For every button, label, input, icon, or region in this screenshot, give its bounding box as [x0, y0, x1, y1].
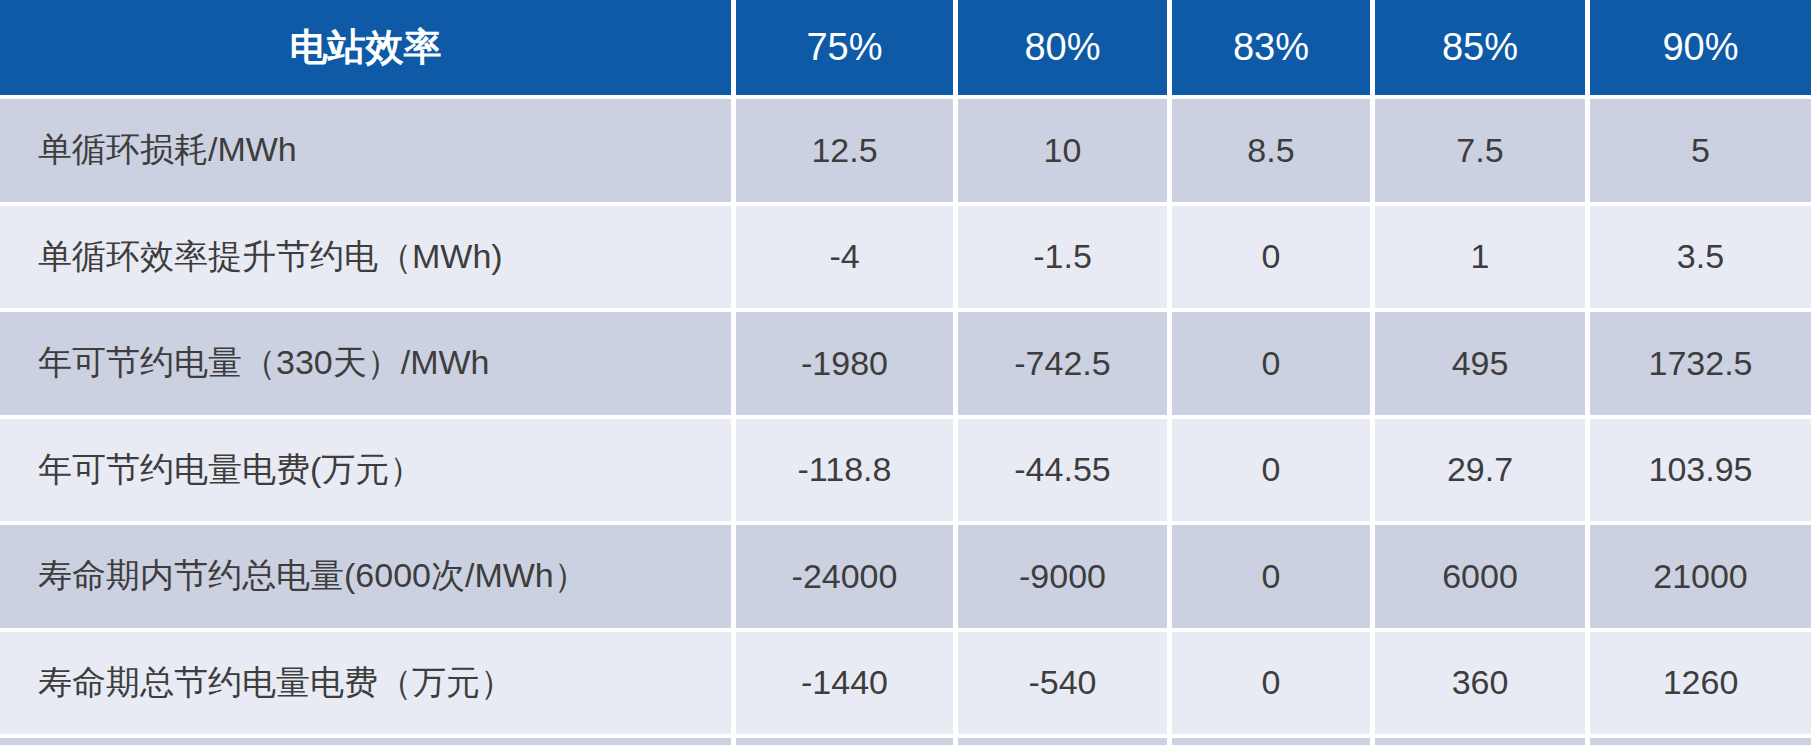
- table-cell: -1440: [736, 632, 953, 735]
- column-header-85: 85%: [1375, 0, 1585, 95]
- column-header-83: 83%: [1172, 0, 1370, 95]
- table-cell: 21000: [1590, 525, 1811, 628]
- table-cell: 8.5: [1172, 99, 1370, 202]
- column-header-90: 90%: [1590, 0, 1811, 95]
- column-header-80: 80%: [958, 0, 1167, 95]
- table-cell: -9000: [958, 525, 1167, 628]
- row-label-annual-fee: 年可节约电量电费(万元）: [0, 419, 731, 522]
- row-label-lifetime-energy: 寿命期内节约总电量(6000次/MWh）: [0, 525, 731, 628]
- row-label-cycle-loss: 单循环损耗/MWh: [0, 99, 731, 202]
- table-cell: 103.95: [1590, 419, 1811, 522]
- table-cell: -118.8: [736, 419, 953, 522]
- table-cell: 1260: [1590, 632, 1811, 735]
- table-cell: 3.5: [1590, 206, 1811, 309]
- column-header-75: 75%: [736, 0, 953, 95]
- table-cell: 0: [1172, 419, 1370, 522]
- row-label-cycle-saving: 单循环效率提升节约电（MWh): [0, 206, 731, 309]
- table-cell: 1: [1375, 206, 1585, 309]
- table-cell: 0: [1172, 525, 1370, 628]
- table-cell: 1732.5: [1590, 312, 1811, 415]
- table-cell: -4: [736, 206, 953, 309]
- table-cell: 5: [1590, 99, 1811, 202]
- table-cell: 495: [1375, 312, 1585, 415]
- table-cell: 6000: [1375, 525, 1585, 628]
- row-label-annual-energy: 年可节约电量（330天）/MWh: [0, 312, 731, 415]
- table-cell: -742.5: [958, 312, 1167, 415]
- cutoff-row-sliver: [0, 738, 731, 745]
- table-cell: 7.5: [1375, 99, 1585, 202]
- cutoff-row-sliver: [958, 738, 1167, 745]
- row-label-lifetime-fee: 寿命期总节约电量电费（万元）: [0, 632, 731, 735]
- table-cell: -44.55: [958, 419, 1167, 522]
- table-cell: 12.5: [736, 99, 953, 202]
- cutoff-row-sliver: [1172, 738, 1370, 745]
- table-cell: 0: [1172, 632, 1370, 735]
- table-corner-header: 电站效率: [0, 0, 731, 95]
- table-cell: -540: [958, 632, 1167, 735]
- table-cell: 0: [1172, 206, 1370, 309]
- table-cell: -1980: [736, 312, 953, 415]
- table-cell: 29.7: [1375, 419, 1585, 522]
- table-cell: -1.5: [958, 206, 1167, 309]
- table-cell: 0: [1172, 312, 1370, 415]
- table-cell: -24000: [736, 525, 953, 628]
- table-cell: 360: [1375, 632, 1585, 735]
- table-cell: 10: [958, 99, 1167, 202]
- cutoff-row-sliver: [736, 738, 953, 745]
- cutoff-row-sliver: [1375, 738, 1585, 745]
- cutoff-row-sliver: [1590, 738, 1811, 745]
- efficiency-table: 电站效率 75% 80% 83% 85% 90% 单循环损耗/MWh 12.5 …: [0, 0, 1811, 745]
